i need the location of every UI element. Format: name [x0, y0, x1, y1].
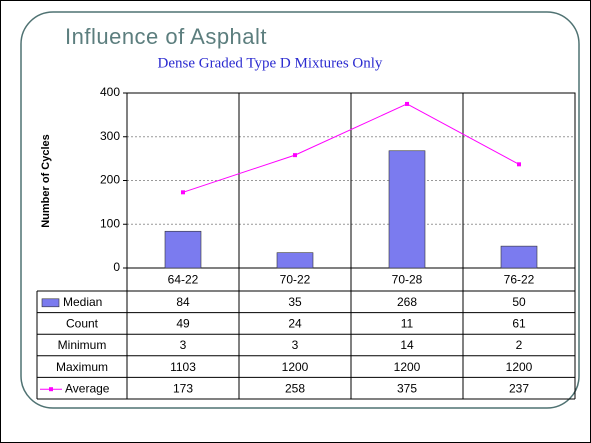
y-tick-label: 200: [100, 173, 120, 187]
table-cell: 258: [285, 381, 305, 395]
table-cell: 3: [180, 338, 187, 352]
table-cell: 14: [400, 338, 414, 352]
y-tick-label: 0: [113, 260, 120, 274]
legend-label: Median: [63, 295, 102, 309]
table-cell: 84: [176, 295, 190, 309]
table-cell: 49: [176, 317, 190, 331]
x-tick-label: 70-22: [280, 273, 311, 287]
table-cell: 1103: [170, 360, 196, 374]
table-cell: 11: [401, 317, 414, 331]
table-cell: 268: [397, 295, 417, 309]
y-tick-label: 300: [100, 129, 120, 143]
frame: [20, 11, 580, 409]
y-tick-label: 100: [100, 216, 120, 230]
line-marker: [517, 162, 521, 167]
table-cell: 35: [288, 295, 302, 309]
table-cell: 61: [512, 317, 526, 331]
bar: [276, 252, 314, 269]
table-cell: 2: [516, 338, 523, 352]
legend-label: Average: [65, 381, 110, 395]
bar: [388, 150, 426, 269]
table-cell: 24: [288, 317, 302, 331]
legend-swatch: [41, 298, 60, 308]
x-tick-label: 70-28: [392, 273, 423, 287]
chart-title: Influence of Asphalt: [65, 24, 267, 49]
table-cell: 173: [173, 381, 193, 395]
row-label: Minimum: [58, 338, 107, 352]
table-cell: 1200: [394, 360, 421, 374]
line-marker: [181, 190, 185, 195]
table-cell: 1200: [506, 360, 533, 374]
bar: [500, 245, 538, 269]
table-cell: 50: [512, 295, 526, 309]
x-tick-label: 64-22: [168, 273, 199, 287]
table-cell: 1200: [282, 360, 309, 374]
x-tick-label: 76-22: [504, 273, 535, 287]
y-tick-label: 400: [100, 85, 120, 99]
bar: [164, 230, 202, 269]
chart-subtitle: Dense Graded Type D Mixtures Only: [158, 55, 383, 71]
table-cell: 3: [292, 338, 299, 352]
y-axis-title: Number of Cycles: [40, 134, 52, 228]
line: [182, 103, 520, 193]
line-marker: [405, 101, 409, 106]
row-label: Count: [66, 317, 99, 331]
table-cell: 237: [509, 381, 529, 395]
row-label: Maximum: [56, 360, 108, 374]
table-cell: 375: [397, 381, 417, 395]
legend-marker: [49, 387, 53, 392]
line-marker: [293, 153, 297, 158]
